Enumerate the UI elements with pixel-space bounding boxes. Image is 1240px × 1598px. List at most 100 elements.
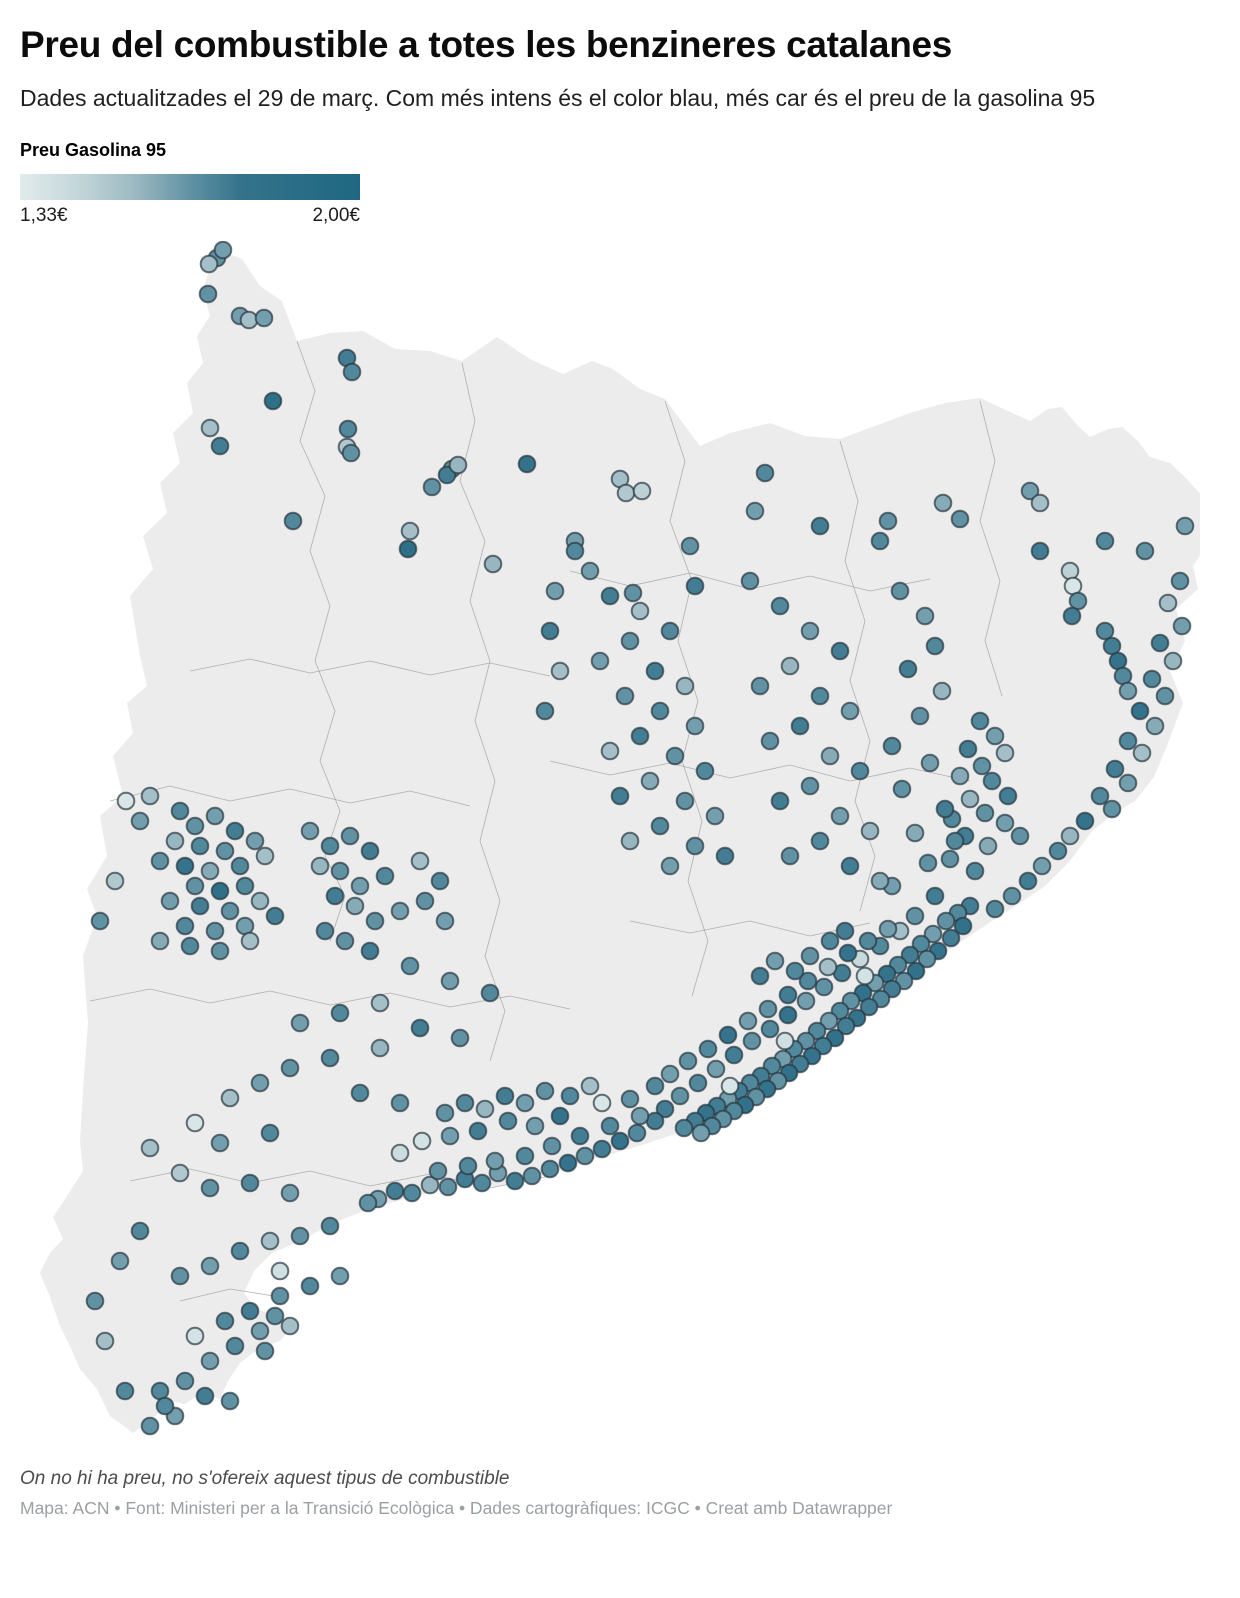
station-dot[interactable] <box>260 1231 280 1251</box>
station-dot[interactable] <box>365 911 385 931</box>
station-dot[interactable] <box>558 1153 578 1173</box>
station-dot[interactable] <box>1095 621 1115 641</box>
station-dot[interactable] <box>905 823 925 843</box>
station-dot[interactable] <box>330 861 350 881</box>
station-dot[interactable] <box>982 771 1002 791</box>
station-dot[interactable] <box>836 1016 856 1036</box>
station-dot[interactable] <box>338 419 358 439</box>
station-dot[interactable] <box>290 1013 310 1033</box>
station-dot[interactable] <box>150 931 170 951</box>
station-dot[interactable] <box>450 1028 470 1048</box>
station-dot[interactable] <box>435 911 455 931</box>
station-dot[interactable] <box>250 891 270 911</box>
station-dot[interactable] <box>95 1331 115 1351</box>
station-dot[interactable] <box>239 310 259 330</box>
station-dot[interactable] <box>160 891 180 911</box>
station-dot[interactable] <box>345 896 365 916</box>
station-dot[interactable] <box>240 931 260 951</box>
station-dot[interactable] <box>972 756 992 776</box>
station-dot[interactable] <box>398 539 418 559</box>
station-dot[interactable] <box>760 731 780 751</box>
station-dot[interactable] <box>790 716 810 736</box>
station-dot[interactable] <box>840 856 860 876</box>
station-dot[interactable] <box>918 853 938 873</box>
station-dot[interactable] <box>185 876 205 896</box>
station-dot[interactable] <box>115 1381 135 1401</box>
station-dot[interactable] <box>341 443 361 463</box>
station-dot[interactable] <box>698 1039 718 1059</box>
station-dot[interactable] <box>535 701 555 721</box>
station-dot[interactable] <box>1170 571 1190 591</box>
station-dot[interactable] <box>455 1093 475 1113</box>
station-dot[interactable] <box>645 661 665 681</box>
station-dot[interactable] <box>1002 886 1022 906</box>
station-dot[interactable] <box>620 831 640 851</box>
station-dot[interactable] <box>670 1086 690 1106</box>
station-dot[interactable] <box>995 743 1015 763</box>
station-dot[interactable] <box>970 711 990 731</box>
station-dot[interactable] <box>200 1351 220 1371</box>
station-dot[interactable] <box>720 1076 740 1096</box>
station-dot[interactable] <box>220 1088 240 1108</box>
station-dot[interactable] <box>360 841 380 861</box>
station-dot[interactable] <box>958 739 978 759</box>
station-dot[interactable] <box>130 1221 150 1241</box>
station-dot[interactable] <box>1118 731 1138 751</box>
station-dot[interactable] <box>342 362 362 382</box>
station-dot[interactable] <box>360 941 380 961</box>
station-dot[interactable] <box>819 1011 839 1031</box>
station-dot[interactable] <box>882 736 902 756</box>
station-dot[interactable] <box>185 1326 205 1346</box>
station-dot[interactable] <box>674 1118 694 1138</box>
station-dot[interactable] <box>1132 743 1152 763</box>
station-dot[interactable] <box>205 806 225 826</box>
station-dot[interactable] <box>917 949 937 969</box>
station-dot[interactable] <box>800 776 820 796</box>
station-dot[interactable] <box>695 761 715 781</box>
station-dot[interactable] <box>915 606 935 626</box>
station-dot[interactable] <box>90 911 110 931</box>
station-dot[interactable] <box>280 1058 300 1078</box>
station-dot[interactable] <box>780 656 800 676</box>
station-dot[interactable] <box>280 1316 300 1336</box>
station-dot[interactable] <box>175 916 195 936</box>
station-dot[interactable] <box>923 924 943 944</box>
station-dot[interactable] <box>1142 669 1162 689</box>
station-dot[interactable] <box>685 836 705 856</box>
station-dot[interactable] <box>630 726 650 746</box>
station-dot[interactable] <box>580 1076 600 1096</box>
station-dot[interactable] <box>525 1116 545 1136</box>
station-dot[interactable] <box>170 1163 190 1183</box>
station-dot[interactable] <box>760 1019 780 1039</box>
station-dot[interactable] <box>300 1276 320 1296</box>
station-dot[interactable] <box>428 1161 448 1181</box>
station-dot[interactable] <box>250 1321 270 1341</box>
station-dot[interactable] <box>1048 841 1068 861</box>
station-dot[interactable] <box>1158 593 1178 613</box>
station-dot[interactable] <box>810 831 830 851</box>
station-dot[interactable] <box>254 308 274 328</box>
station-dot[interactable] <box>953 916 973 936</box>
station-dot[interactable] <box>235 876 255 896</box>
station-dot[interactable] <box>860 821 880 841</box>
station-dot[interactable] <box>810 516 830 536</box>
station-dot[interactable] <box>200 861 220 881</box>
station-dot[interactable] <box>116 791 136 811</box>
station-dot[interactable] <box>190 836 210 856</box>
station-dot[interactable] <box>550 661 570 681</box>
station-dot[interactable] <box>678 1051 698 1071</box>
station-dot[interactable] <box>665 746 685 766</box>
station-dot[interactable] <box>213 240 233 260</box>
station-dot[interactable] <box>765 951 785 971</box>
station-dot[interactable] <box>820 931 840 951</box>
station-dot[interactable] <box>706 1059 726 1079</box>
station-dot[interactable] <box>495 1086 515 1106</box>
station-dot[interactable] <box>950 509 970 529</box>
station-dot[interactable] <box>855 966 875 986</box>
station-dot[interactable] <box>655 1099 675 1119</box>
station-dot[interactable] <box>770 791 790 811</box>
station-dot[interactable] <box>540 621 560 641</box>
station-dot[interactable] <box>155 1396 175 1416</box>
station-dot[interactable] <box>325 886 345 906</box>
station-dot[interactable] <box>750 676 770 696</box>
